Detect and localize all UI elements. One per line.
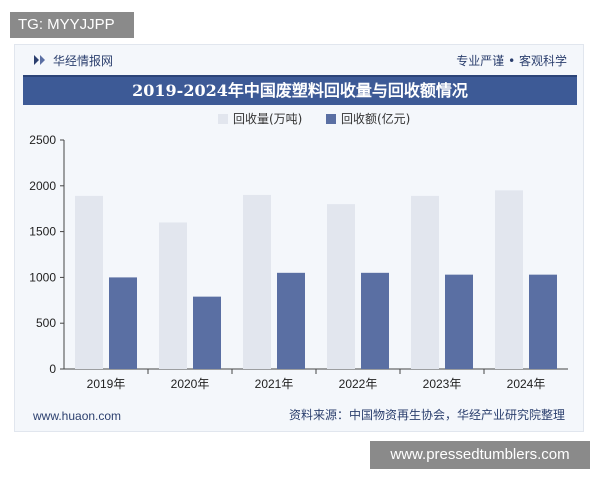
bar-value — [445, 274, 473, 369]
bottom-watermark-tag: www.pressedtumblers.com — [370, 441, 590, 469]
legend-swatch — [326, 114, 336, 124]
card-header: 华经情报网 专业严谨 • 客观科学 — [15, 45, 583, 75]
bar-value — [361, 272, 389, 369]
bar-volume — [75, 195, 103, 369]
x-tick-label: 2024年 — [507, 377, 546, 391]
y-tick-label: 1500 — [29, 225, 56, 239]
chart-title: 2019-2024年中国废塑料回收量与回收额情况 — [132, 81, 468, 100]
legend-label: 回收额(亿元) — [341, 111, 410, 126]
x-tick-label: 2023年 — [423, 377, 462, 391]
y-tick-label: 2500 — [29, 133, 56, 147]
x-tick-label: 2019年 — [87, 377, 126, 391]
x-tick-label: 2022年 — [339, 377, 378, 391]
footer-source: 资料来源：中国物资再生协会，华经产业研究院整理 — [288, 408, 565, 422]
y-tick-label: 0 — [49, 362, 56, 376]
y-tick-label: 1000 — [29, 270, 56, 284]
legend-swatch — [218, 114, 228, 124]
y-tick-label: 500 — [36, 316, 56, 330]
brand-logo-icon — [34, 55, 45, 65]
bar-value — [529, 274, 557, 369]
footer-website: www.huaon.com — [33, 409, 122, 423]
bar-value — [277, 272, 305, 369]
x-tick-label: 2020年 — [171, 377, 210, 391]
bar-volume — [159, 222, 187, 369]
bar-value — [109, 277, 137, 369]
bar-volume — [495, 190, 523, 369]
bar-value — [193, 296, 221, 369]
slogan: 专业严谨 • 客观科学 — [456, 54, 567, 68]
bar-volume — [243, 194, 271, 369]
bar-volume — [327, 204, 355, 369]
y-tick-label: 2000 — [29, 179, 56, 193]
title-bar: 2019-2024年中国废塑料回收量与回收额情况 — [23, 75, 577, 105]
legend-label: 回收量(万吨) — [233, 112, 302, 126]
brand-name: 华经情报网 — [53, 54, 114, 68]
x-tick-label: 2021年 — [255, 377, 294, 391]
bar-volume — [411, 195, 439, 369]
top-watermark-tag: TG: MYYJJPP — [10, 12, 134, 38]
